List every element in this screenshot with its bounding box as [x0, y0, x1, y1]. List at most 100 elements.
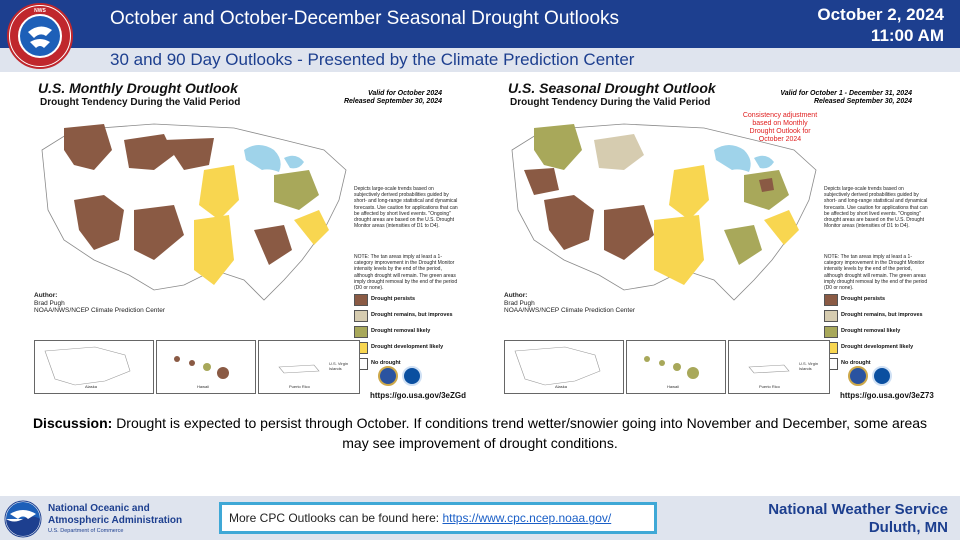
subheader-bar	[0, 48, 960, 72]
seasonal-author-block: Author: Brad Pugh NOAA/NWS/NCEP Climate …	[504, 292, 635, 315]
alaska-map	[514, 346, 601, 386]
inset-pr-label: Puerto Rico	[289, 384, 310, 389]
legend-row-development: Drought development likely	[824, 342, 934, 356]
inset-alaska-label: Alaska	[555, 384, 568, 389]
inset-puerto-rico: Puerto Rico U.S. Virgin Islands	[258, 340, 360, 394]
noaa-line-2: Atmospheric Administration	[48, 514, 183, 526]
monthly-author: Brad Pugh	[34, 299, 65, 307]
seasonal-consistency-note: Consistency adjustment based on Monthly …	[742, 112, 818, 143]
monthly-note-1: Depicts large-scale trends based on subj…	[354, 186, 458, 230]
discussion: Discussion: Drought is expected to persi…	[30, 413, 930, 453]
monthly-released-text: Released September 30, 2024	[343, 98, 442, 105]
legend-swatch	[824, 326, 838, 338]
svg-text:NWS: NWS	[34, 8, 46, 14]
monthly-link[interactable]: https://go.usa.gov/3eZGd	[370, 391, 467, 400]
doc-seal-icon	[848, 366, 868, 386]
cpc-link[interactable]: https://www.cpc.ncep.noaa.gov/	[442, 511, 612, 525]
seasonal-us-map	[511, 123, 817, 301]
monthly-us-map	[41, 123, 347, 301]
legend-label: Drought development likely	[371, 344, 444, 350]
seasonal-org: NOAA/NWS/NCEP Climate Prediction Center	[504, 307, 636, 314]
monthly-note-2: NOTE: The tan areas imply at least a 1-c…	[354, 254, 458, 292]
legend-label: Drought remains, but improves	[371, 312, 453, 318]
cpc-label: More CPC Outlooks can be found here:	[229, 511, 443, 525]
inset-vi-label: U.S. Virgin Islands	[799, 361, 819, 371]
legend-label: No drought	[841, 360, 871, 366]
noaa-line-1: National Oceanic and	[48, 503, 150, 514]
cpc-outlooks-box: More CPC Outlooks can be found here: htt…	[219, 502, 657, 534]
legend-swatch	[354, 294, 368, 306]
legend-swatch	[354, 310, 368, 322]
discussion-label: Discussion:	[32, 415, 113, 431]
legend-row-removal: Drought removal likely	[354, 326, 464, 340]
monthly-author-label: Author:	[34, 292, 58, 299]
legend-row-removal: Drought removal likely	[824, 326, 934, 340]
date-time: October 2, 2024 11:00 AM	[817, 4, 944, 46]
legend-row-persists: Drought persists	[824, 294, 934, 308]
inset-alaska: Alaska	[504, 340, 624, 394]
monthly-valid: Valid for October 2024 Released Septembe…	[344, 90, 442, 106]
hawaii-map	[644, 356, 699, 379]
seasonal-title: U.S. Seasonal Drought Outlook	[508, 80, 716, 96]
inset-hawaii-label: Hawaii	[667, 384, 680, 389]
date-text: October 2, 2024	[817, 5, 944, 24]
monthly-legend: Drought persists Drought remains, but im…	[354, 294, 464, 374]
noaa-seal-icon	[402, 366, 422, 386]
noaa-logo-icon	[4, 500, 42, 538]
seasonal-valid: Valid for October 1 - December 31, 2024 …	[780, 90, 912, 106]
cpc-text: More CPC Outlooks can be found here: htt…	[229, 511, 611, 525]
legend-swatch	[824, 294, 838, 306]
page-title: October and October-December Seasonal Dr…	[110, 8, 620, 29]
inset-hawaii-label: Hawaii	[197, 384, 210, 389]
inset-vi-label: U.S. Virgin Islands	[329, 361, 349, 371]
puerto-rico-map	[748, 364, 790, 374]
inset-hawaii: Hawaii	[156, 340, 256, 394]
puerto-rico-map	[278, 364, 320, 374]
legend-row-persists: Drought persists	[354, 294, 464, 308]
monthly-subtitle: Drought Tendency During the Valid Period	[40, 97, 241, 108]
discussion-text: Drought is expected to persist through O…	[116, 415, 928, 451]
legend-label: Drought removal likely	[371, 328, 431, 334]
monthly-insets: Alaska Hawaii Puerto Rico U.S. Virgin Is…	[34, 340, 360, 394]
seasonal-valid-text: Valid for October 1 - December 31, 2024	[780, 90, 912, 97]
seasonal-outlook-panel: U.S. Seasonal Drought Outlook Drought Te…	[500, 78, 940, 403]
legend-label: Drought persists	[371, 296, 416, 302]
nws-logo-icon: NWS	[7, 3, 73, 69]
seasonal-released-text: Released September 30, 2024	[813, 98, 912, 105]
noaa-name: National Oceanic and Atmospheric Adminis…	[48, 503, 182, 526]
legend-label: Drought development likely	[841, 344, 914, 350]
noaa-seal-icon	[872, 366, 892, 386]
legend-swatch	[354, 326, 368, 338]
legend-label: Drought remains, but improves	[841, 312, 923, 318]
office-line-2: Duluth, MN	[868, 519, 948, 536]
inset-pr-label: Puerto Rico	[759, 384, 780, 389]
seasonal-note-2: NOTE: The tan areas imply at least a 1-c…	[824, 254, 928, 292]
noaa-department: U.S. Department of Commerce	[48, 528, 124, 534]
seasonal-subtitle: Drought Tendency During the Valid Period	[510, 97, 711, 108]
legend-swatch	[824, 310, 838, 322]
office-name: National Weather Service Duluth, MN	[768, 501, 948, 537]
legend-row-development: Drought development likely	[354, 342, 464, 356]
legend-row-improves: Drought remains, but improves	[824, 310, 934, 324]
inset-puerto-rico: Puerto Rico U.S. Virgin Islands	[728, 340, 830, 394]
time-text: 11:00 AM	[870, 26, 944, 45]
hawaii-map	[174, 356, 229, 379]
seasonal-legend: Drought persists Drought remains, but im…	[824, 294, 934, 374]
seasonal-note-1: Depicts large-scale trends based on subj…	[824, 186, 928, 230]
doc-seal-icon	[378, 366, 398, 386]
legend-label: No drought	[371, 360, 401, 366]
inset-hawaii: Hawaii	[626, 340, 726, 394]
office-line-1: National Weather Service	[768, 501, 948, 518]
monthly-author-block: Author: Brad Pugh NOAA/NWS/NCEP Climate …	[34, 292, 165, 315]
legend-label: Drought removal likely	[841, 328, 901, 334]
alaska-map	[44, 346, 131, 386]
page-subtitle: 30 and 90 Day Outlooks - Presented by th…	[110, 50, 635, 69]
legend-label: Drought persists	[841, 296, 886, 302]
inset-alaska-label: Alaska	[85, 384, 98, 389]
seasonal-author: Brad Pugh	[504, 299, 535, 307]
monthly-outlook-panel: U.S. Monthly Drought Outlook Drought Ten…	[30, 78, 470, 403]
legend-row-improves: Drought remains, but improves	[354, 310, 464, 324]
monthly-title: U.S. Monthly Drought Outlook	[38, 80, 238, 96]
seasonal-link[interactable]: https://go.usa.gov/3eZ73	[840, 391, 934, 400]
header-bar	[0, 0, 960, 48]
